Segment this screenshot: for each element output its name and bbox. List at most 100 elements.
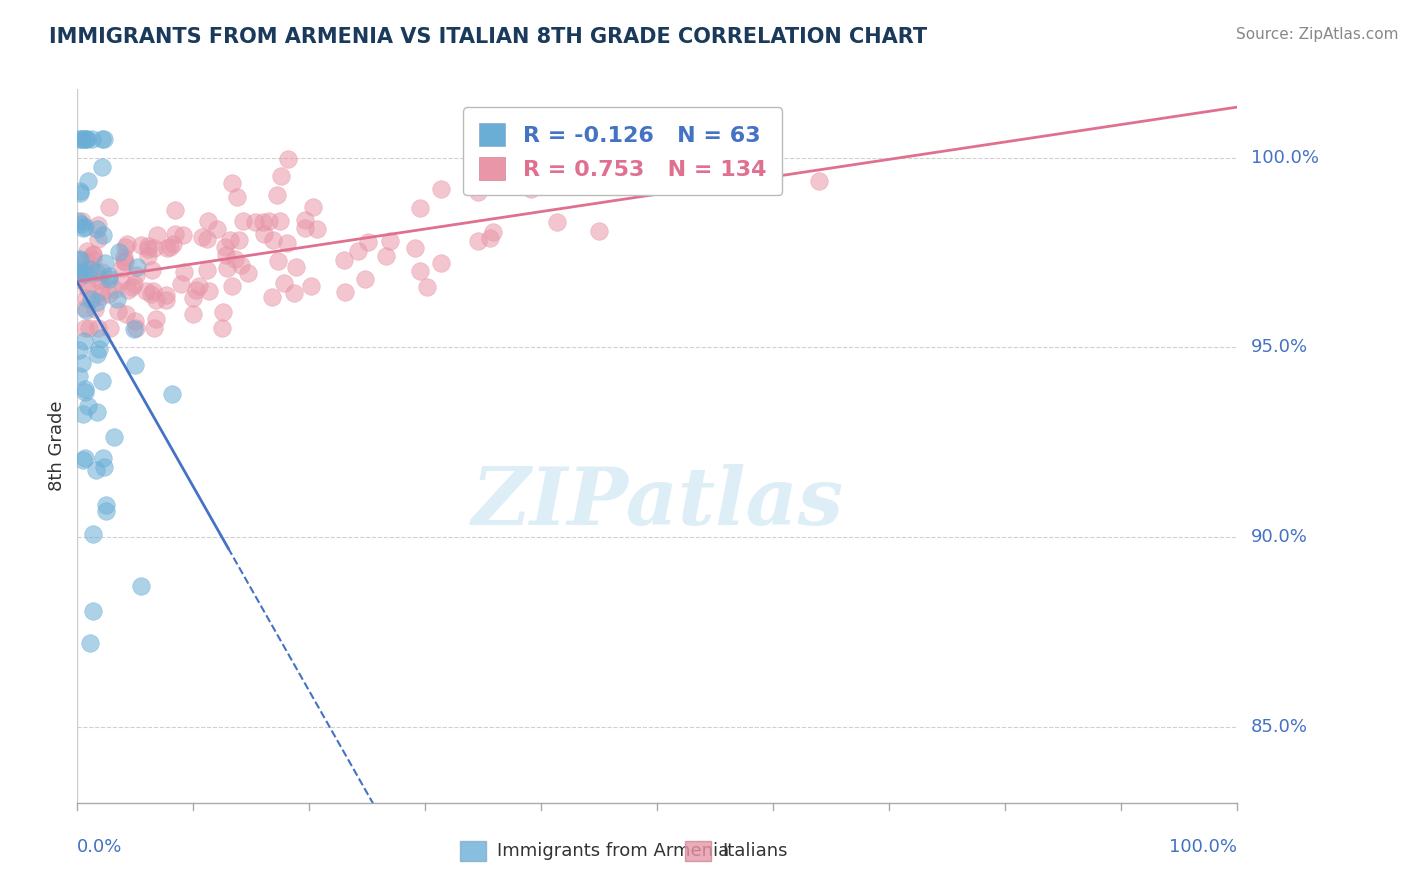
Point [124,358,146,372]
Point [77,321,100,335]
Point [67,343,90,357]
Point [75,303,97,318]
Point [155,293,177,308]
Point [467,234,489,248]
Point [195,263,218,277]
Point [112,254,135,268]
Point [546,215,568,229]
Point [181,292,204,306]
Point [155,288,177,302]
Point [478,231,501,245]
Point [86,463,108,477]
Point [725,160,748,174]
Point [104,281,127,295]
Point [143,321,166,335]
Point [72,131,94,145]
Point [122,322,145,336]
Point [333,285,356,299]
Point [114,240,136,254]
Text: Immigrants from Armenia: Immigrants from Armenia [498,842,730,860]
Point [67,131,90,145]
Point [87,273,110,287]
Point [112,251,135,265]
Point [294,212,316,227]
Point [669,167,692,181]
Point [134,284,156,298]
Point [86,347,108,361]
Point [107,304,129,318]
Point [79,262,101,277]
Point [409,264,432,278]
Point [136,250,159,264]
Point [299,278,322,293]
Point [430,255,453,269]
Point [108,245,131,260]
Point [520,182,543,196]
Point [141,286,163,301]
Point [284,260,307,274]
Point [115,236,138,251]
Point [217,260,239,275]
Point [173,264,195,278]
Point [82,252,104,266]
Point [73,334,96,348]
Point [136,243,159,257]
Point [90,289,112,303]
Point [125,260,148,274]
Text: IMMIGRANTS FROM ARMENIA VS ITALIAN 8TH GRADE CORRELATION CHART: IMMIGRANTS FROM ARMENIA VS ITALIAN 8TH G… [49,27,928,46]
Point [72,220,94,235]
Point [91,265,114,279]
Point [262,290,284,304]
Point [374,249,396,263]
Point [229,259,252,273]
Point [84,265,107,279]
Point [82,248,104,262]
Point [77,174,100,188]
Point [232,214,254,228]
Point [276,235,298,250]
Point [75,253,97,268]
Point [67,253,90,268]
Text: 95.0%: 95.0% [1251,338,1309,356]
Point [87,321,110,335]
Text: 100.0%: 100.0% [1170,838,1237,856]
Point [294,221,316,235]
Point [129,579,152,593]
Point [87,231,110,245]
Point [378,234,401,248]
Point [588,224,610,238]
Point [273,276,295,290]
Point [145,311,167,326]
Point [82,604,104,618]
Text: 0.0%: 0.0% [77,838,122,856]
Point [75,275,97,289]
Point [356,235,378,249]
Point [73,451,96,466]
Point [93,131,115,145]
Point [93,459,115,474]
Point [197,214,219,228]
Point [429,182,451,196]
Point [159,240,181,254]
Point [162,237,184,252]
Point [212,305,235,319]
Point [221,278,243,293]
Text: ZIPatlas: ZIPatlas [471,465,844,541]
Point [124,277,146,292]
Point [482,225,505,239]
Text: Source: ZipAtlas.com: Source: ZipAtlas.com [1236,27,1399,42]
Point [219,233,242,247]
Point [69,252,91,267]
Point [214,247,236,261]
Point [91,227,114,242]
Point [124,314,146,328]
Point [266,253,288,268]
Point [67,265,90,279]
Point [75,131,97,145]
Point [807,173,830,187]
Point [226,189,249,203]
Point [257,214,280,228]
Point [224,252,246,266]
Point [67,266,90,280]
Point [90,131,112,145]
